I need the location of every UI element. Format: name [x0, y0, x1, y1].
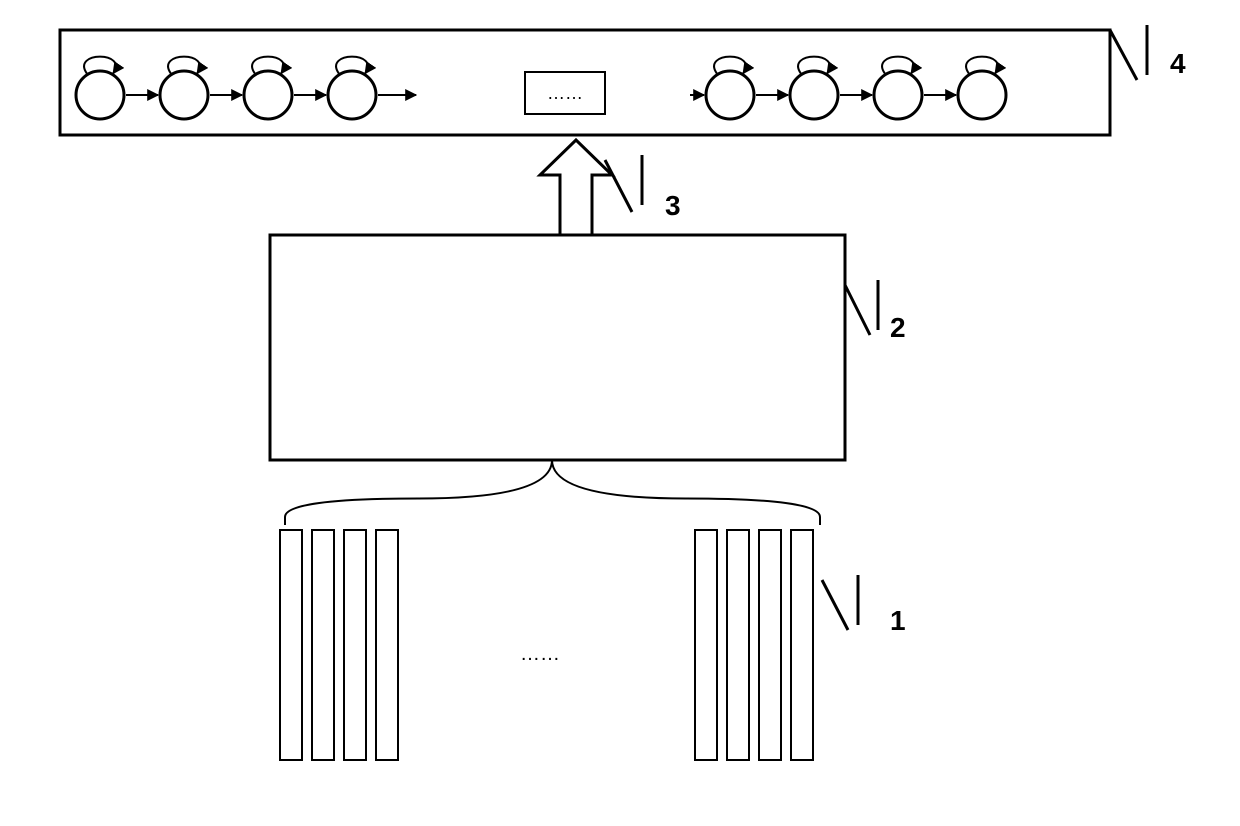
input-bar	[759, 530, 781, 760]
label-3: 3	[665, 190, 681, 222]
state-node	[160, 71, 208, 119]
label-1: 1	[890, 605, 906, 637]
label-2: 2	[890, 312, 906, 344]
callout-4-leader	[1110, 30, 1137, 80]
input-bar	[376, 530, 398, 760]
callout-1-leader	[822, 580, 848, 630]
state-node	[790, 71, 838, 119]
big-up-arrow	[540, 140, 612, 235]
input-bar	[791, 530, 813, 760]
input-bar	[312, 530, 334, 760]
callout-3-leader	[605, 160, 632, 212]
state-node	[706, 71, 754, 119]
state-node	[328, 71, 376, 119]
input-bar	[344, 530, 366, 760]
input-bar	[280, 530, 302, 760]
bars-ellipsis: ……	[520, 643, 560, 665]
state-node	[76, 71, 124, 119]
state-node	[874, 71, 922, 119]
curly-brace	[285, 460, 820, 525]
input-bar	[695, 530, 717, 760]
middle-box	[270, 235, 845, 460]
top-box	[60, 30, 1110, 135]
callout-2-leader	[845, 285, 870, 335]
label-4: 4	[1170, 48, 1186, 80]
diagram-canvas: …… ……	[0, 0, 1240, 826]
state-node	[244, 71, 292, 119]
state-node	[958, 71, 1006, 119]
input-bar	[727, 530, 749, 760]
center-ellipsis: ……	[547, 83, 583, 103]
